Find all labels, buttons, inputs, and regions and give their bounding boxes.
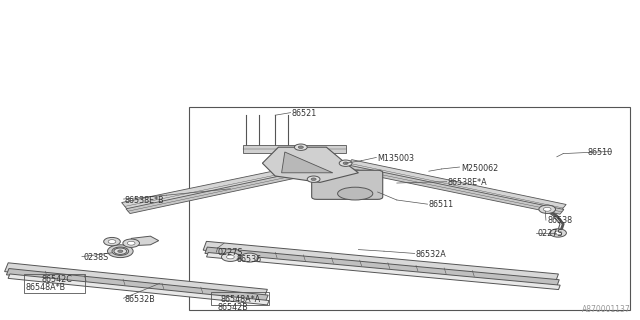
Circle shape [543, 207, 551, 211]
Bar [24, 274, 85, 293]
Text: M135003: M135003 [378, 154, 415, 163]
Polygon shape [282, 152, 333, 173]
Circle shape [108, 245, 133, 258]
Polygon shape [4, 263, 268, 298]
Text: 0227S: 0227S [218, 248, 243, 257]
Text: 86521: 86521 [291, 109, 316, 118]
Circle shape [550, 229, 566, 237]
Bar [211, 292, 269, 305]
Polygon shape [6, 268, 268, 301]
Circle shape [118, 250, 123, 252]
Text: 86538: 86538 [547, 216, 572, 225]
Polygon shape [122, 159, 336, 210]
Circle shape [127, 241, 135, 245]
Polygon shape [131, 236, 159, 246]
Circle shape [221, 252, 239, 261]
Text: 86538E*A: 86538E*A [448, 178, 488, 187]
Circle shape [554, 231, 562, 235]
Circle shape [298, 146, 303, 148]
Text: 86548A*B: 86548A*B [26, 284, 66, 292]
Text: 86532A: 86532A [416, 250, 447, 259]
Circle shape [114, 248, 127, 254]
Polygon shape [207, 252, 560, 290]
Polygon shape [203, 241, 559, 283]
Circle shape [104, 237, 120, 246]
Polygon shape [126, 165, 333, 213]
Polygon shape [8, 274, 269, 305]
Text: 86510: 86510 [588, 148, 613, 156]
Text: 86542B: 86542B [218, 303, 248, 312]
Circle shape [307, 176, 320, 182]
Circle shape [108, 240, 116, 244]
Circle shape [241, 253, 259, 262]
Circle shape [343, 162, 348, 164]
Text: 86548A*A: 86548A*A [221, 295, 261, 304]
Polygon shape [243, 145, 346, 153]
Circle shape [227, 255, 234, 259]
Text: 86542C: 86542C [42, 275, 72, 284]
Circle shape [539, 205, 556, 213]
Circle shape [112, 247, 129, 255]
Circle shape [311, 178, 316, 180]
Polygon shape [205, 247, 559, 286]
FancyBboxPatch shape [312, 170, 383, 199]
Circle shape [123, 239, 140, 247]
Circle shape [294, 144, 307, 150]
Circle shape [116, 249, 124, 253]
Polygon shape [346, 160, 566, 212]
Circle shape [339, 160, 352, 166]
Polygon shape [346, 165, 564, 214]
Text: A870001137: A870001137 [582, 305, 630, 314]
Text: 86538E*B: 86538E*B [125, 196, 164, 204]
Text: 0238S: 0238S [83, 253, 108, 262]
Text: 0227S: 0227S [538, 229, 563, 238]
Text: 86511: 86511 [429, 200, 454, 209]
Text: M250062: M250062 [461, 164, 498, 172]
Bar [189, 107, 630, 310]
Polygon shape [262, 147, 358, 182]
Ellipse shape [338, 187, 373, 200]
Text: 86532B: 86532B [125, 295, 156, 304]
Text: 86536: 86536 [237, 255, 262, 264]
